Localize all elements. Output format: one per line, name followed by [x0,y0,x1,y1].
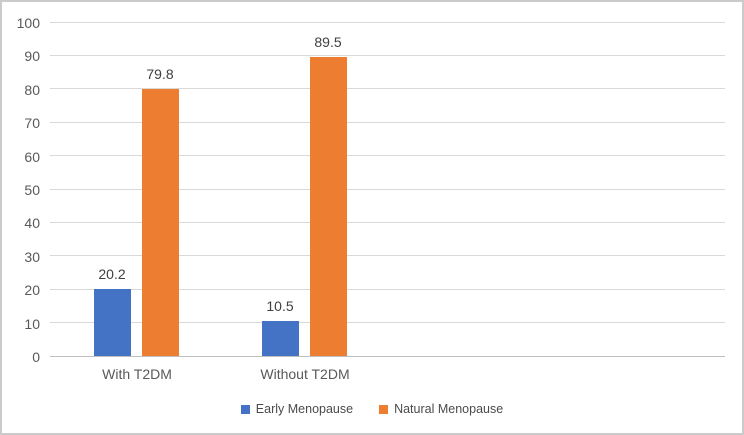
gridline [50,155,725,157]
y-axis-tick-label: 50 [24,182,40,198]
legend-item-early-menopause: Early Menopause [240,402,354,416]
bar-early-menopause [261,320,299,356]
bar-early-menopause [93,288,131,356]
bar-value-label: 10.5 [266,297,294,314]
y-axis-tick-label: 60 [24,148,40,165]
bar-value-label: 79.8 [146,66,174,83]
legend-swatch-icon [379,404,389,414]
gridline [50,221,725,223]
y-axis-tick-label: 70 [24,115,40,132]
plot-area: 20.2 79.8 10.5 89.5 [50,21,725,357]
y-axis-tick-label: 30 [24,248,40,265]
y-axis-tick-label: 40 [24,215,40,232]
y-axis-tick-label: 90 [24,48,40,65]
bar-natural-menopause [309,57,347,356]
legend-label: Early Menopause [255,402,354,416]
y-axis-tick-label: 80 [24,81,40,98]
gridline [50,288,725,290]
gridline [50,255,725,257]
legend: Early Menopause Natural Menopause [2,402,742,416]
y-axis-tick-label: 100 [16,15,40,31]
x-axis-line [50,356,725,357]
gridline [50,188,725,190]
gridline [50,54,725,56]
legend-label: Natural Menopause [394,402,504,416]
x-axis-category-label: Without T2DM [260,366,350,382]
y-axis-tick-label: 20 [24,282,40,299]
legend-item-natural-menopause: Natural Menopause [379,402,503,416]
bar-value-label: 20.2 [98,265,126,282]
y-axis-tick-label: 0 [32,349,40,365]
bar-natural-menopause [141,89,179,356]
gridline [50,21,725,23]
legend-swatch-icon [240,404,250,414]
gridline [50,88,725,90]
gridline [50,121,725,123]
x-axis-category-label: With T2DM [102,366,172,382]
y-axis-tick-label: 10 [24,315,40,332]
gridline [50,322,725,324]
bar-value-label: 89.5 [314,34,342,51]
